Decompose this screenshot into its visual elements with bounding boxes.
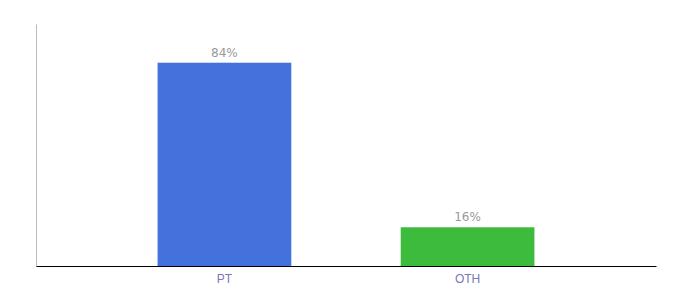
bar [158,63,292,266]
data-label: 16% [454,210,481,224]
plot: PT OTH 84% 16% [37,25,657,286]
bar [401,227,535,266]
x-axis-line [37,266,657,267]
y-axis [36,25,37,267]
x-tick: OTH [455,272,480,286]
x-tick: PT [217,272,233,286]
x-tick-label: OTH [455,272,480,286]
chart: PT OTH 84% 16% [0,0,680,300]
x-axis: PT OTH [37,267,657,286]
y-axis-line [36,25,37,267]
bars [158,63,535,266]
data-labels: 84% 16% [211,46,481,225]
data-label: 84% [211,46,238,60]
x-tick-label: PT [217,272,233,286]
